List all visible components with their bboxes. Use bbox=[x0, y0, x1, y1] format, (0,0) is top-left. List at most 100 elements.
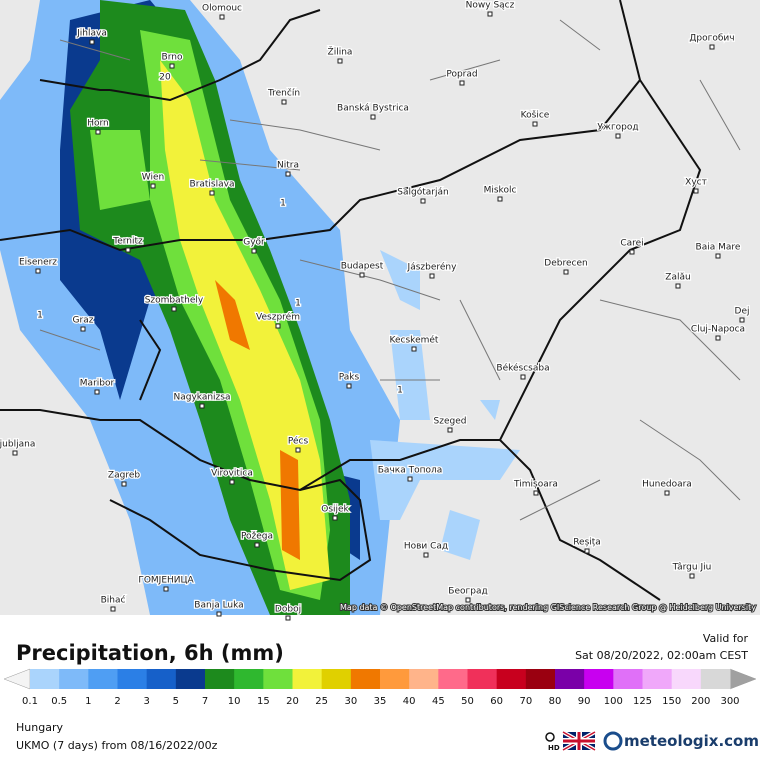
colorbar-box bbox=[700, 669, 731, 689]
place-label: Nitra bbox=[277, 161, 299, 171]
colorbar-box bbox=[146, 669, 177, 689]
place-label: Београд bbox=[448, 587, 487, 597]
colorbar-box bbox=[117, 669, 148, 689]
region: Hungary bbox=[16, 721, 63, 734]
place-label: Хуст bbox=[685, 178, 707, 188]
place-marker bbox=[337, 58, 343, 64]
place-label: Poprad bbox=[446, 70, 477, 80]
place-marker bbox=[254, 542, 260, 548]
place-marker bbox=[35, 268, 41, 274]
place-marker bbox=[80, 326, 86, 332]
place-marker bbox=[275, 323, 281, 329]
place-marker bbox=[533, 490, 539, 496]
place-marker bbox=[281, 99, 287, 105]
colorbar-label: 20 bbox=[286, 696, 299, 707]
place-marker bbox=[110, 606, 116, 612]
place-marker bbox=[229, 479, 235, 485]
place-label: Žilina bbox=[328, 46, 353, 58]
colorbar-box bbox=[205, 669, 235, 689]
place-marker bbox=[359, 272, 365, 278]
colorbar-box bbox=[555, 669, 585, 689]
legend: Precipitation, 6h (mm) Valid for Sat 08/… bbox=[3, 632, 757, 707]
place-marker bbox=[95, 129, 101, 135]
colorbar-label: 15 bbox=[257, 696, 270, 707]
brand[interactable]: meteologix.com bbox=[624, 732, 759, 750]
place-label: Jihlava bbox=[76, 29, 107, 39]
colorbar-label: 80 bbox=[549, 696, 562, 707]
colorbar-label: 0.5 bbox=[51, 696, 67, 707]
colorbar-box bbox=[613, 669, 643, 689]
place-marker bbox=[251, 248, 257, 254]
place-marker bbox=[94, 389, 100, 395]
colorbar-box bbox=[584, 669, 614, 689]
place-marker bbox=[715, 253, 721, 259]
place-label: Brno bbox=[162, 53, 183, 63]
place-label: Zalău bbox=[665, 273, 690, 283]
contour-label: 1 bbox=[295, 299, 301, 309]
place-label: Zagreb bbox=[108, 471, 140, 481]
place-labels: Olomouc Nowy Sącz Дрогобич Jihlava Brno Žilin… bbox=[0, 0, 751, 621]
place-label: Osijek bbox=[321, 505, 349, 515]
footer: Hungary UKMO (7 days) from 08/16/2022/00… bbox=[16, 721, 759, 752]
place-marker bbox=[447, 427, 453, 433]
colorbar: 0.1 0.5 1 2 3 5 7 10 15 20 25 30 35 40 45 50 60 70 80 90 100… bbox=[3, 668, 757, 707]
colorbar-high bbox=[729, 668, 757, 690]
place-label: Дрогобич bbox=[689, 34, 734, 44]
place-label: Bratislava bbox=[190, 180, 235, 190]
colorbar-box bbox=[467, 669, 498, 689]
place-marker bbox=[709, 44, 715, 50]
colorbar-box bbox=[88, 669, 118, 689]
place-label: Hunedoara bbox=[642, 480, 692, 490]
place-marker bbox=[171, 306, 177, 312]
colorbar-box bbox=[496, 669, 527, 689]
colorbar-label: 70 bbox=[519, 696, 532, 707]
colorbar-box bbox=[642, 669, 673, 689]
colorbar-label: 35 bbox=[374, 696, 387, 707]
colorbar-label: 100 bbox=[604, 696, 623, 707]
place-label: Ternitz bbox=[112, 237, 143, 247]
colorbar-box bbox=[59, 669, 89, 689]
precip-area bbox=[370, 250, 520, 560]
place-marker bbox=[407, 476, 413, 482]
place-label: Miskolc bbox=[484, 186, 517, 196]
colorbar-label: 10 bbox=[228, 696, 241, 707]
place-marker bbox=[346, 383, 352, 389]
hd-label[interactable]: HD bbox=[548, 744, 560, 752]
colorbar-box bbox=[380, 669, 410, 689]
place-label: Veszprém bbox=[256, 312, 300, 323]
place-marker bbox=[423, 552, 429, 558]
colorbar-box bbox=[438, 669, 468, 689]
place-marker bbox=[219, 14, 225, 20]
place-marker bbox=[629, 249, 635, 255]
model: UKMO (7 days) from 08/16/2022/00z bbox=[16, 739, 218, 752]
place-marker bbox=[615, 133, 621, 139]
place-marker bbox=[693, 188, 699, 194]
colorbar-label: 7 bbox=[202, 696, 208, 707]
place-label: Szeged bbox=[434, 417, 467, 427]
zoom-icon[interactable] bbox=[545, 732, 555, 742]
place-label: Szombathely bbox=[145, 296, 204, 306]
place-label: Jászberény bbox=[407, 262, 458, 273]
uk-flag[interactable] bbox=[562, 730, 596, 752]
place-label: Baia Mare bbox=[696, 243, 741, 253]
place-label: Timișoara bbox=[513, 480, 558, 490]
place-label: Reșița bbox=[573, 538, 601, 548]
colorbar-label: 150 bbox=[662, 696, 681, 707]
place-label: Doboj bbox=[275, 605, 301, 615]
place-marker bbox=[497, 196, 503, 202]
place-label: ГОМЈЕНИЦА bbox=[138, 576, 194, 586]
place-label: Győr bbox=[243, 238, 265, 248]
map: Map data © OpenStreetMap contributors, r… bbox=[0, 0, 760, 615]
place-label: Dej bbox=[735, 307, 750, 317]
colorbar-label: 90 bbox=[578, 696, 591, 707]
colorbar-box bbox=[409, 669, 439, 689]
place-label: Carei bbox=[620, 239, 643, 249]
place-label: Požega bbox=[241, 532, 273, 542]
legend-title: Precipitation, 6h (mm) bbox=[16, 641, 284, 665]
region-border bbox=[39, 19, 741, 521]
contour-label: 1 bbox=[37, 311, 43, 321]
precip-area bbox=[215, 280, 300, 560]
